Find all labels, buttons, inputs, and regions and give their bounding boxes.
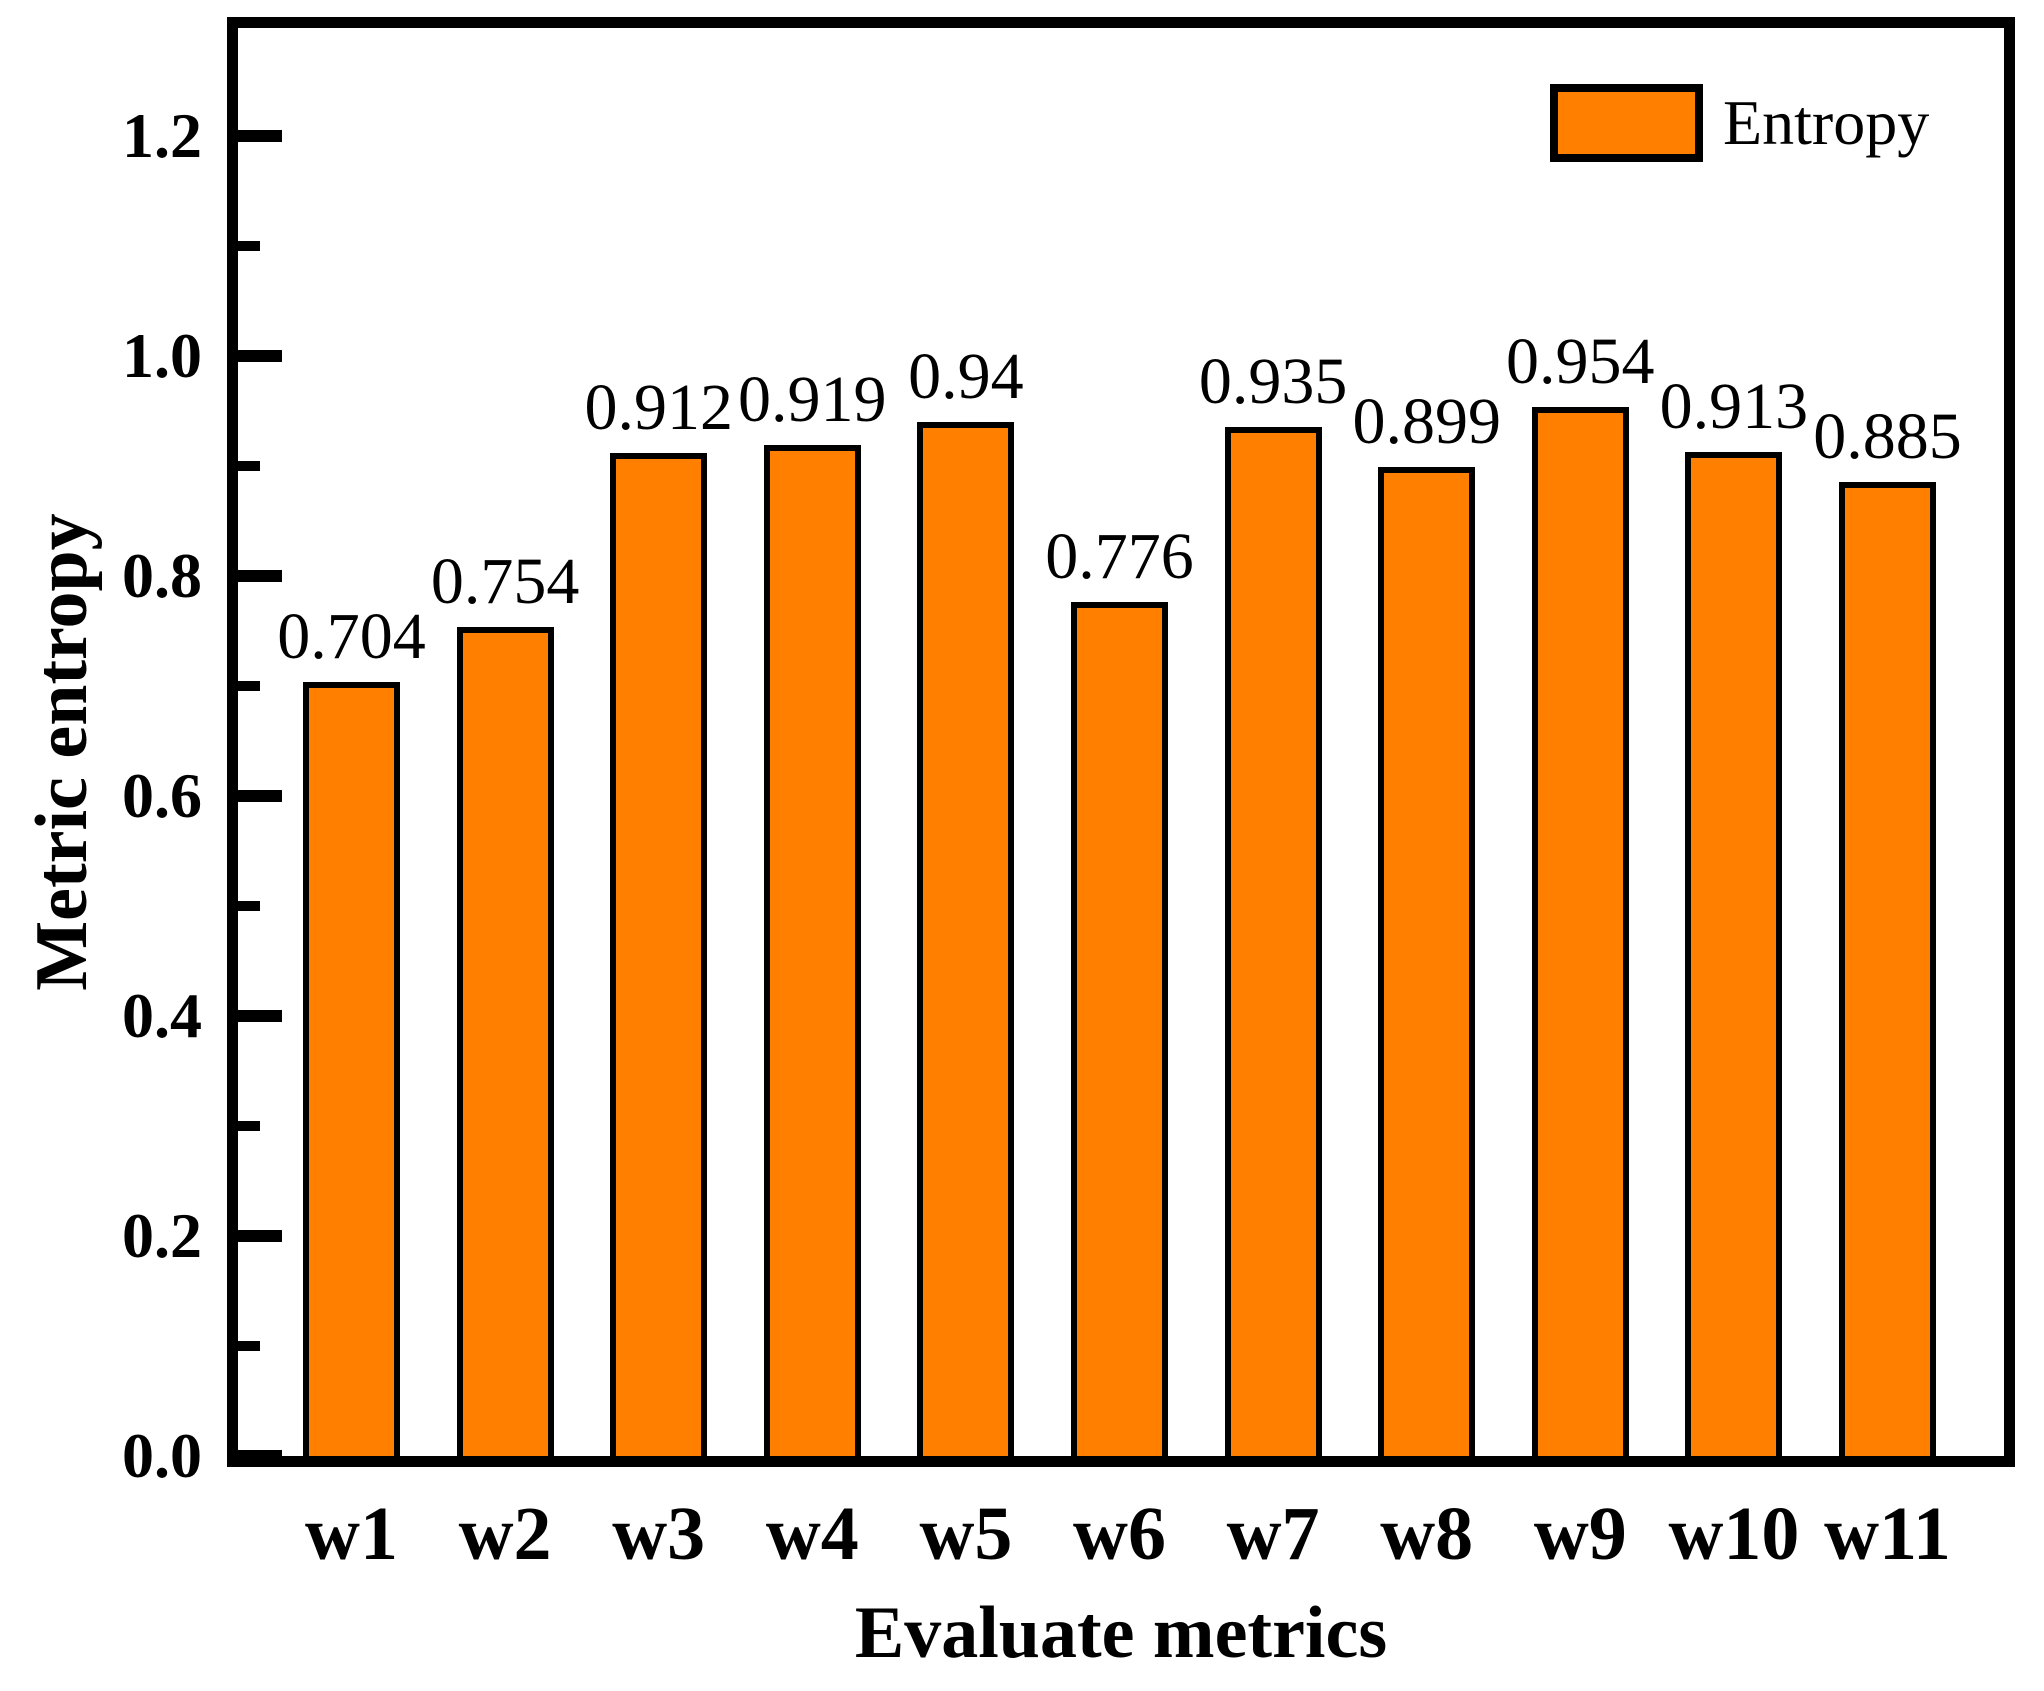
- x-tick-label-w6: w6: [1073, 1492, 1166, 1576]
- plot-inner: Entropy 0.704 0.754 0.912 0.919 0.94 0.776 0.9…: [238, 28, 2004, 1462]
- bar-value-label: 0.776: [1045, 520, 1194, 593]
- legend: Entropy: [1550, 84, 1929, 162]
- bar-value-label: 0.754: [430, 545, 580, 618]
- y-minor-tick: [238, 1341, 260, 1351]
- y-major-tick: [238, 350, 282, 362]
- x-tick-label-w9: w9: [1533, 1492, 1627, 1576]
- legend-swatch: [1550, 84, 1703, 162]
- bar-value-label: 0.94: [908, 340, 1024, 413]
- x-tick-label-w2: w2: [458, 1492, 552, 1576]
- y-major-tick: [238, 570, 282, 582]
- y-minor-tick: [238, 461, 260, 471]
- y-tick-label: 0.8: [122, 540, 202, 611]
- bar-value-label: 0.885: [1813, 400, 1962, 473]
- y-tick-label: 1.0: [122, 320, 202, 391]
- x-tick-label-w10: w10: [1668, 1492, 1800, 1576]
- bar-w7: [1224, 427, 1322, 1456]
- bar-w2: [456, 627, 554, 1456]
- y-tick-label: 0.0: [122, 1420, 202, 1491]
- x-tick-label-w11: w11: [1824, 1492, 1951, 1576]
- y-minor-tick: [238, 1121, 260, 1131]
- x-tick-label-w5: w5: [919, 1492, 1013, 1576]
- bar-w4: [763, 445, 861, 1456]
- x-tick-label-w1: w1: [305, 1492, 398, 1576]
- bar-w10: [1685, 452, 1783, 1456]
- y-tick-label: 0.4: [122, 980, 202, 1051]
- x-tick-label-w4: w4: [765, 1492, 859, 1576]
- y-major-tick: [238, 130, 282, 142]
- bar-w1: [303, 682, 400, 1456]
- bar-value-label: 0.912: [584, 371, 733, 444]
- bar-w9: [1531, 407, 1629, 1456]
- bar-w6: [1071, 602, 1168, 1456]
- bar-value-label: 0.913: [1659, 370, 1809, 443]
- y-major-tick: [238, 1230, 282, 1242]
- bar-w3: [610, 453, 708, 1456]
- y-minor-tick: [238, 241, 260, 251]
- y-major-tick: [238, 790, 282, 802]
- bar-value-label: 0.704: [277, 600, 426, 673]
- bar-w11: [1839, 482, 1936, 1456]
- bar-value-label: 0.899: [1352, 385, 1501, 458]
- bar-value-label: 0.954: [1506, 325, 1655, 398]
- y-tick-label: 0.2: [122, 1200, 202, 1271]
- y-tick-label: 1.2: [122, 100, 202, 171]
- bar-value-label: 0.919: [738, 363, 887, 436]
- y-major-tick: [238, 1010, 282, 1022]
- y-major-tick: [238, 1450, 282, 1462]
- y-minor-tick: [238, 681, 260, 691]
- bar-w8: [1378, 467, 1476, 1456]
- x-axis-title: Evaluate metrics: [854, 1592, 1388, 1674]
- x-tick-label-w8: w8: [1380, 1492, 1474, 1576]
- y-minor-tick: [238, 901, 260, 911]
- legend-label: Entropy: [1723, 87, 1930, 158]
- bar-w5: [917, 422, 1015, 1456]
- x-tick-label-w7: w7: [1226, 1492, 1320, 1576]
- x-tick-label-w3: w3: [612, 1492, 706, 1576]
- y-tick-label: 0.6: [122, 760, 202, 831]
- bar-value-label: 0.935: [1198, 345, 1348, 418]
